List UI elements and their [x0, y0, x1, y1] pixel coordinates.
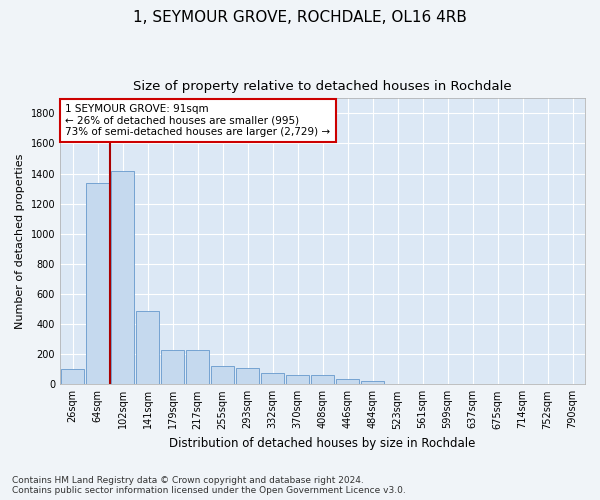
- Bar: [261, 373, 284, 384]
- Bar: [136, 310, 159, 384]
- Title: Size of property relative to detached houses in Rochdale: Size of property relative to detached ho…: [133, 80, 512, 93]
- Text: 1, SEYMOUR GROVE, ROCHDALE, OL16 4RB: 1, SEYMOUR GROVE, ROCHDALE, OL16 4RB: [133, 10, 467, 25]
- Bar: [311, 376, 334, 384]
- Bar: [361, 380, 384, 384]
- Text: Contains HM Land Registry data © Crown copyright and database right 2024.
Contai: Contains HM Land Registry data © Crown c…: [12, 476, 406, 495]
- Bar: [286, 376, 309, 384]
- X-axis label: Distribution of detached houses by size in Rochdale: Distribution of detached houses by size …: [169, 437, 476, 450]
- Bar: [86, 182, 109, 384]
- Bar: [211, 366, 234, 384]
- Text: 1 SEYMOUR GROVE: 91sqm
← 26% of detached houses are smaller (995)
73% of semi-de: 1 SEYMOUR GROVE: 91sqm ← 26% of detached…: [65, 104, 331, 138]
- Bar: [336, 379, 359, 384]
- Bar: [186, 350, 209, 384]
- Bar: [161, 350, 184, 384]
- Bar: [111, 170, 134, 384]
- Bar: [61, 370, 84, 384]
- Y-axis label: Number of detached properties: Number of detached properties: [15, 154, 25, 329]
- Bar: [236, 368, 259, 384]
